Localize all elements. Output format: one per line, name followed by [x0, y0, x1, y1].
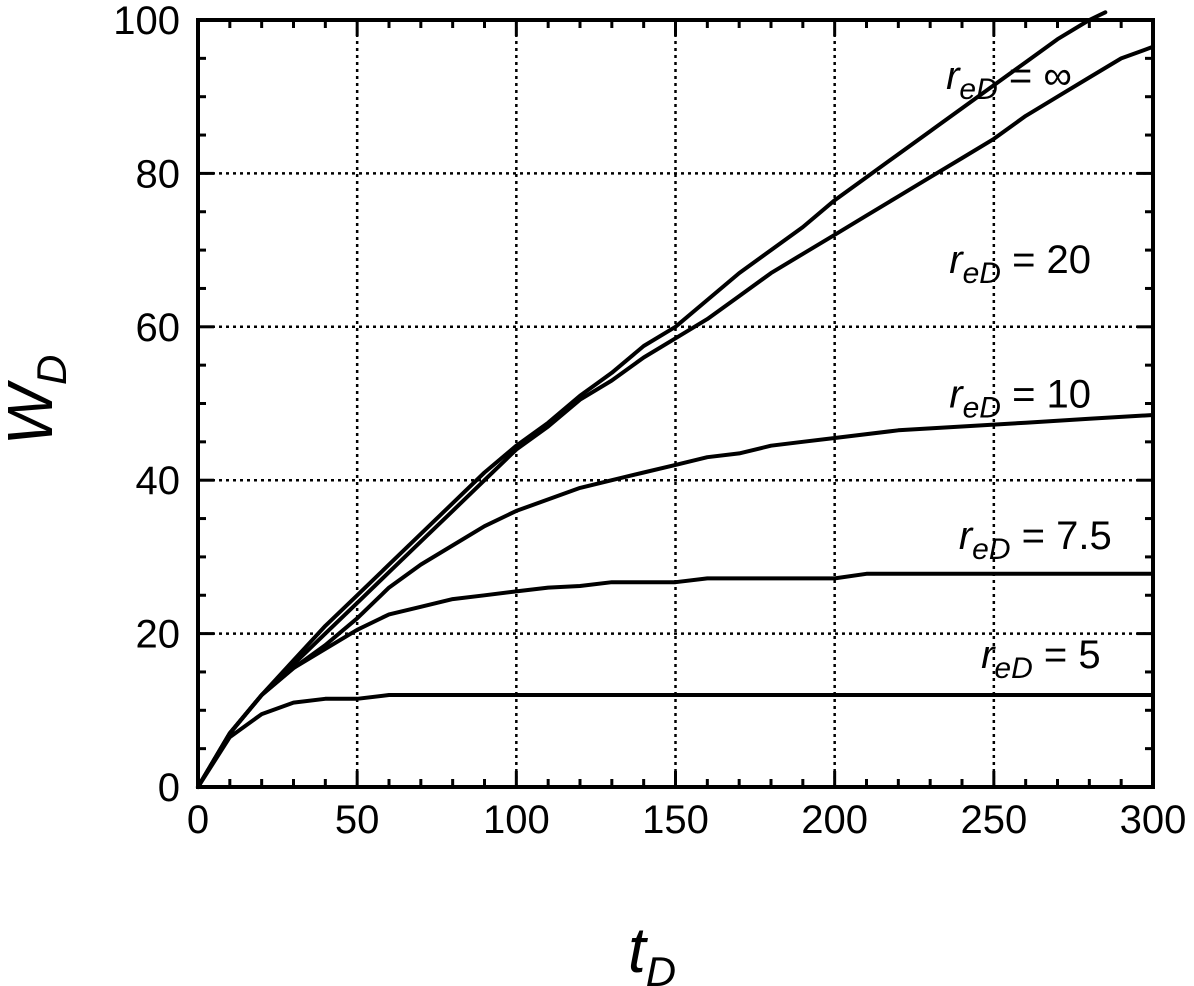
curve-label-0: reD = ∞	[946, 54, 1072, 106]
x-tick-label: 0	[187, 798, 209, 842]
series-line-0	[196, 10, 1108, 789]
y-tick-label: 20	[136, 613, 181, 657]
curve-label-value: = 20	[1001, 238, 1091, 282]
plot-frame	[196, 18, 1155, 789]
x-axis-title-main: t	[628, 914, 648, 986]
x-axis-title: tD	[628, 914, 676, 986]
y-axis-title-main: W	[0, 379, 66, 445]
curve-label-sub: eD	[963, 257, 1001, 290]
tick-labels: 0 50 100 150 200 250 300 0 20 40 60 80 100	[113, 0, 1186, 842]
x-tick-label: 50	[335, 798, 380, 842]
series-line-3	[196, 571, 1155, 789]
curve-label-var: r	[981, 633, 996, 677]
x-tick-label: 100	[483, 798, 550, 842]
curve-label-sub: eD	[963, 391, 1001, 424]
y-tick-label: 80	[136, 152, 181, 196]
curve-label-sub: eD	[994, 652, 1032, 685]
curve-label-var: r	[949, 372, 964, 416]
curve-label-4: reD = 5	[981, 633, 1101, 685]
curve-label-var: r	[959, 514, 974, 558]
series-line-4	[196, 693, 1155, 789]
curve-label-value: = 5	[1033, 633, 1101, 677]
y-tick-label: 60	[136, 306, 181, 350]
series-line-2	[196, 413, 1155, 789]
x-axis-title-sub: D	[646, 948, 676, 986]
x-tick-label: 150	[642, 798, 709, 842]
curve-label-2: reD = 10	[949, 372, 1091, 424]
y-tick-label: 100	[113, 0, 180, 43]
y-axis-title: WD	[0, 355, 75, 446]
series-lines	[196, 10, 1155, 789]
curve-label-value: = 10	[1001, 372, 1091, 416]
curve-label-3: reD = 7.5	[959, 514, 1112, 566]
curve-label-value: = ∞	[998, 54, 1072, 98]
y-axis-title-sub: D	[28, 355, 75, 385]
x-tick-label: 200	[801, 798, 868, 842]
y-tick-label: 40	[136, 459, 181, 503]
series-line-1	[196, 44, 1155, 789]
y-tick-label: 0	[158, 766, 180, 810]
curve-label-1: reD = 20	[949, 238, 1091, 290]
curve-label-sub: eD	[972, 533, 1010, 566]
curve-label-value: = 7.5	[1011, 514, 1112, 558]
x-tick-label: 300	[1120, 798, 1187, 842]
curve-label-sub: eD	[959, 73, 997, 106]
x-tick-label: 250	[960, 798, 1027, 842]
curve-label-var: r	[949, 238, 964, 282]
curve-label-var: r	[946, 54, 961, 98]
